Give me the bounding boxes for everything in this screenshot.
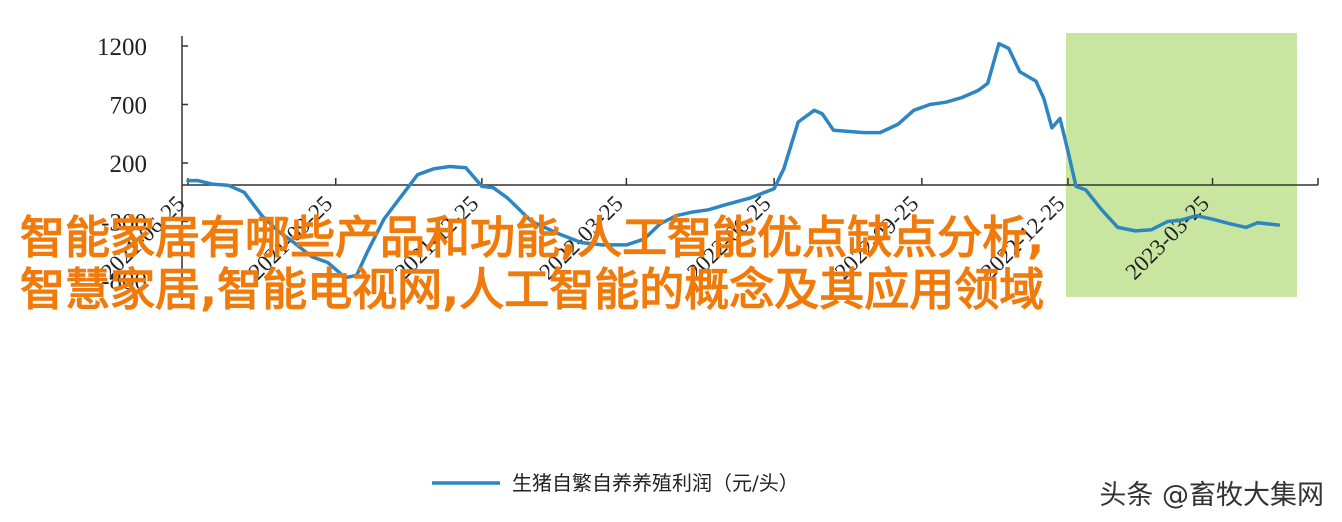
overlay-line-2: 智慧家居,智能电视网,人工智能的概念及其应用领域: [20, 263, 1045, 316]
legend: 生猪自繁自养养殖利润（元/头）: [432, 471, 799, 495]
legend-label: 生猪自繁自养养殖利润（元/头）: [512, 471, 799, 495]
y-tick-label: -300: [101, 210, 147, 237]
y-tick-label: -800: [101, 268, 147, 295]
y-tick-label: 700: [110, 93, 148, 120]
series-line: [186, 41, 1281, 280]
watermark: 头条 @畜牧大集网: [1099, 480, 1324, 511]
y-tick-label: 1200: [97, 34, 147, 61]
y-ticks: 1200 700 200 -300 -800: [97, 34, 188, 295]
overlay-caption: 智能家居有哪些产品和功能,人工智能优点缺点分析, 智慧家居,智能电视网,人工智能…: [20, 212, 1044, 316]
highlight-region: [1066, 33, 1297, 297]
overlay-line-1: 智能家居有哪些产品和功能,人工智能优点缺点分析,: [20, 211, 1045, 264]
y-tick-label: 200: [110, 151, 148, 178]
